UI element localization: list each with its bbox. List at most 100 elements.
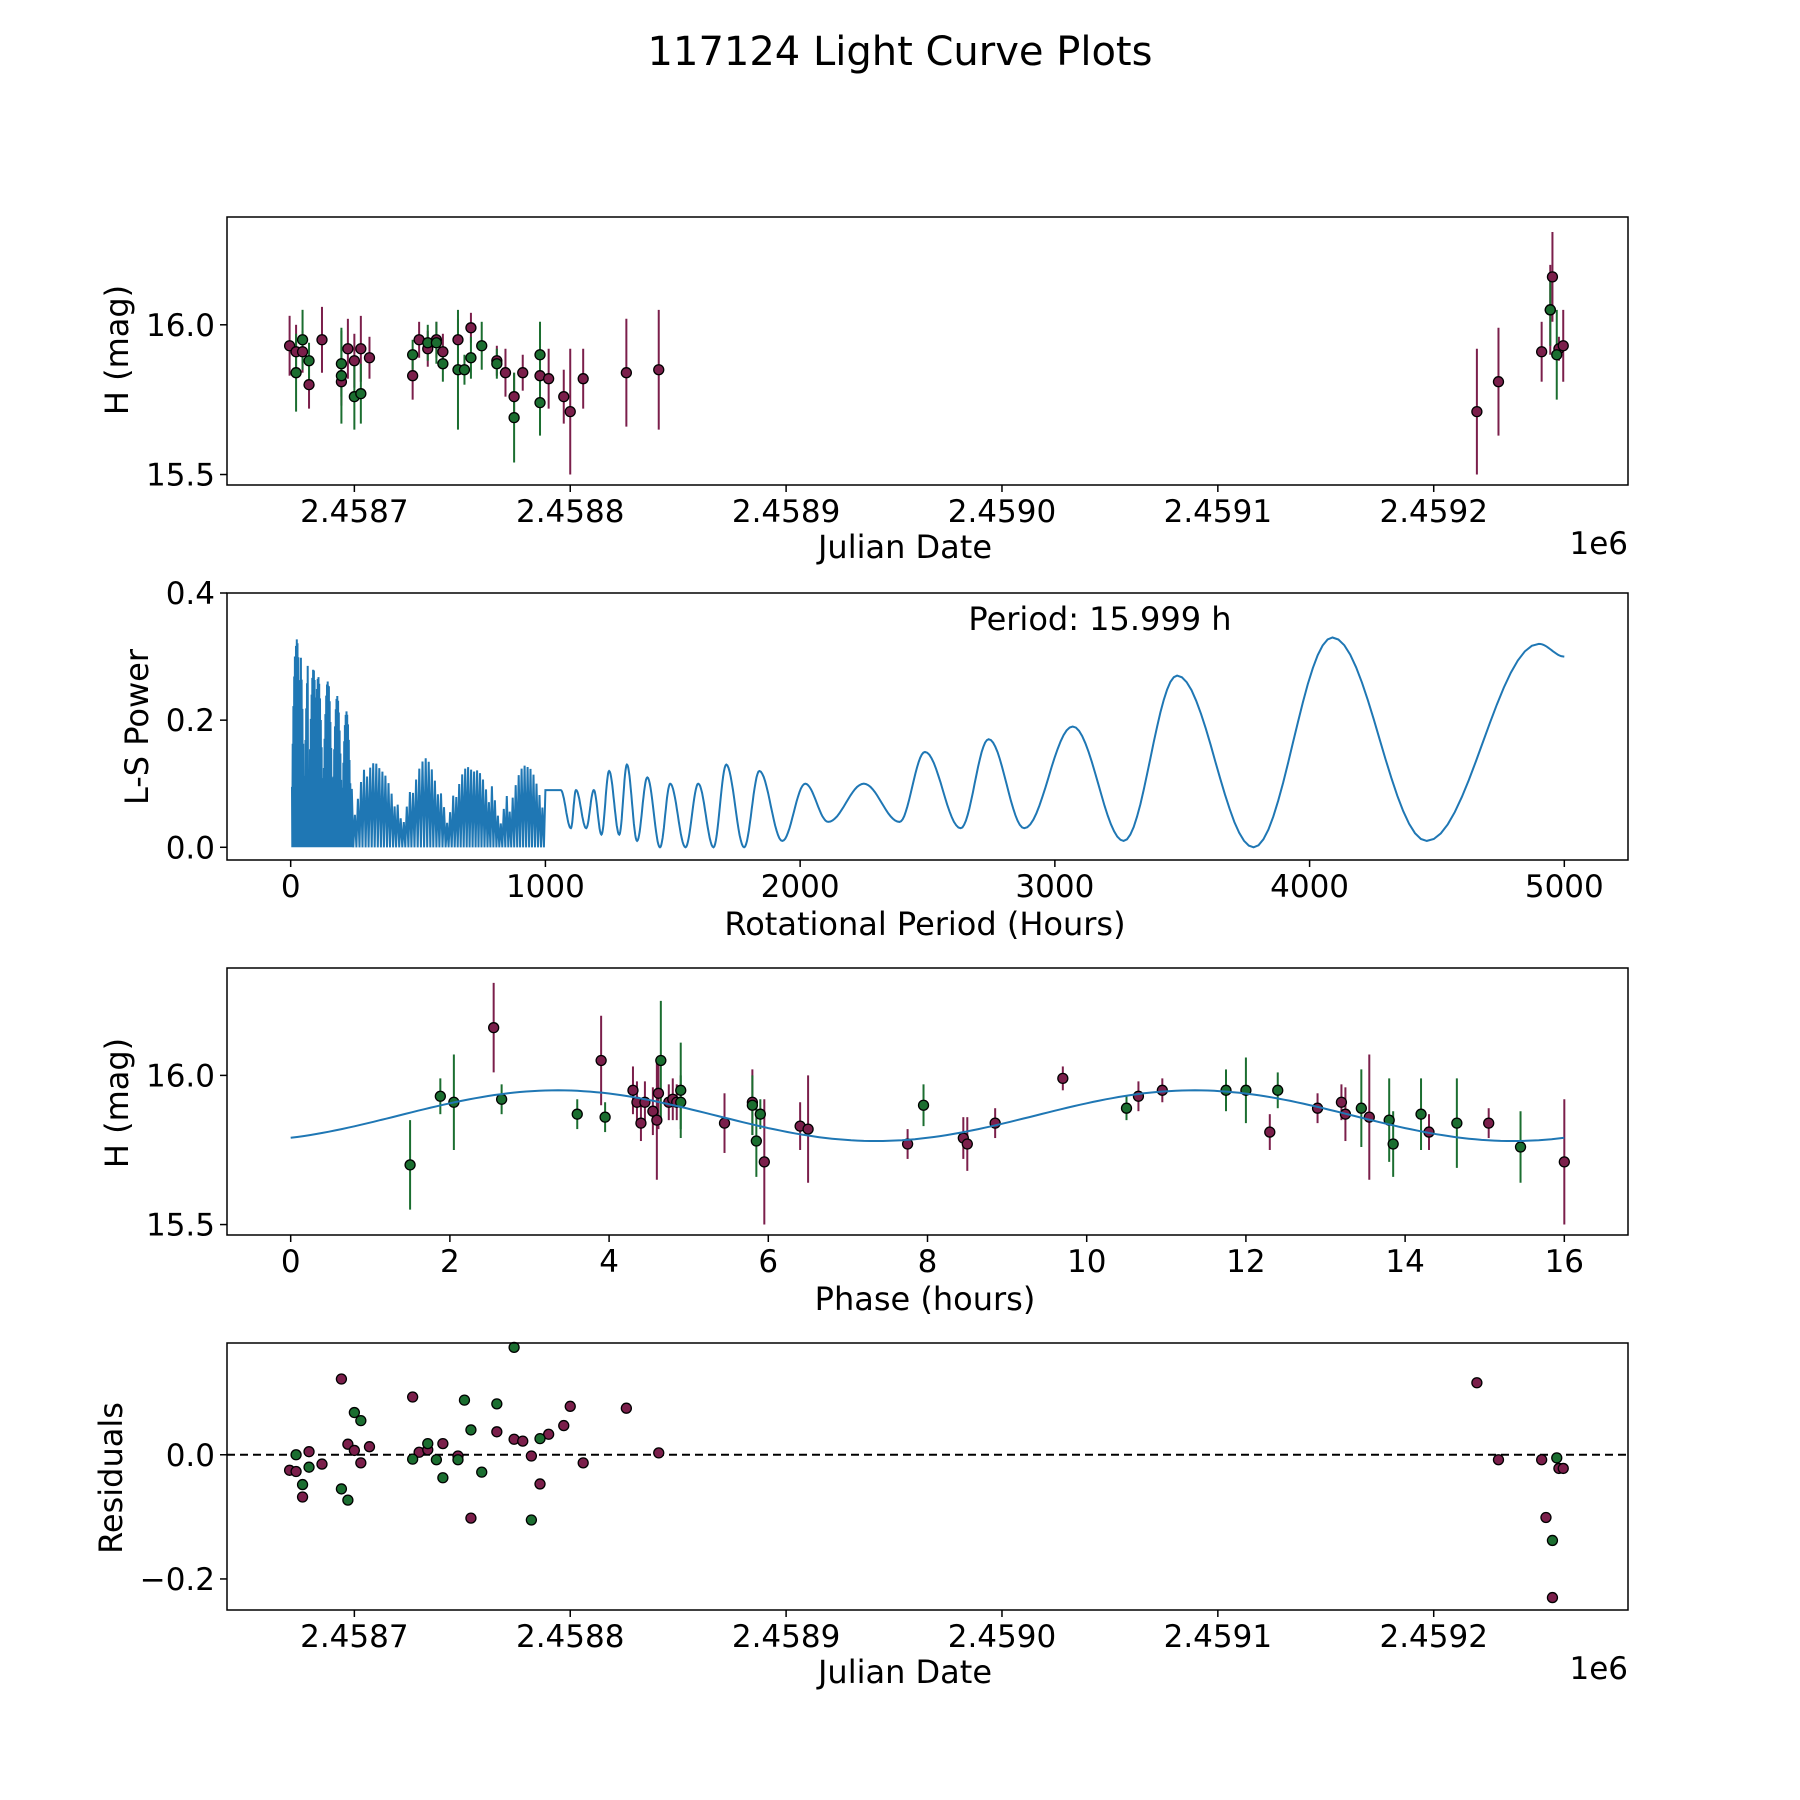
data-point	[558, 391, 570, 403]
data-point	[1492, 1454, 1505, 1466]
data-point	[534, 1432, 546, 1445]
data-point	[303, 1461, 315, 1473]
data-point	[335, 1373, 348, 1385]
data-point	[653, 364, 665, 376]
data-point	[437, 1437, 449, 1450]
x-tick-label: 4000	[1270, 869, 1349, 905]
data-point	[595, 1054, 607, 1067]
data-point	[1514, 1141, 1527, 1153]
x-axis-label: Rotational Period (Hours)	[724, 905, 1125, 943]
data-point	[355, 1414, 367, 1427]
y-tick-label: 16.0	[146, 1058, 215, 1094]
data-point	[1483, 1117, 1495, 1129]
data-point	[652, 1087, 665, 1099]
data-point	[525, 1450, 538, 1462]
data-point	[296, 1478, 309, 1491]
data-point	[363, 352, 376, 364]
data-point	[335, 370, 348, 382]
data-point	[746, 1099, 759, 1111]
x-tick-label: 2.4589	[732, 1619, 840, 1655]
data-point	[542, 373, 555, 385]
x-tick-label: 10	[1067, 1244, 1106, 1280]
x-axis-label: Julian Date	[816, 1653, 992, 1691]
data-point	[452, 334, 464, 346]
data-point	[542, 1428, 555, 1440]
x-offset-label: 1e6	[1569, 526, 1628, 562]
x-tick-label: 2.4590	[948, 494, 1056, 530]
figure-title: 117124 Light Curve Plots	[648, 29, 1153, 75]
data-point	[458, 1394, 471, 1406]
y-axis-label: H (mag)	[98, 285, 136, 415]
data-point	[316, 334, 328, 346]
data-point	[1335, 1096, 1348, 1108]
x-tick-label: 12	[1226, 1244, 1265, 1280]
data-point	[342, 1494, 354, 1506]
data-point	[577, 373, 589, 385]
data-point	[476, 340, 488, 352]
x-offset-label: 1e6	[1569, 1651, 1628, 1687]
data-point	[290, 1449, 302, 1461]
data-point	[316, 1458, 328, 1470]
data-point	[491, 1426, 503, 1438]
data-point	[437, 358, 449, 370]
data-point	[1451, 1117, 1463, 1129]
data-point	[564, 405, 576, 418]
x-tick-label: 2.4587	[300, 494, 408, 530]
data-point	[1546, 271, 1559, 283]
axes-frame	[226, 592, 1629, 861]
data-point	[348, 355, 361, 367]
x-tick-label: 16	[1545, 1244, 1584, 1280]
data-point	[534, 349, 546, 361]
data-point	[758, 1156, 770, 1168]
data-point	[558, 1419, 570, 1432]
x-tick-label: 3000	[1015, 869, 1094, 905]
x-tick-label: 1000	[506, 869, 585, 905]
x-tick-label: 2	[440, 1244, 460, 1280]
data-point	[1120, 1102, 1133, 1114]
data-point	[1546, 1591, 1559, 1604]
data-point	[296, 346, 309, 358]
data-point	[437, 1472, 449, 1484]
x-tick-label: 14	[1385, 1244, 1424, 1280]
data-point	[335, 1483, 348, 1495]
data-point	[1557, 1462, 1569, 1475]
data-point	[517, 1435, 529, 1447]
x-tick-label: 0	[281, 1244, 301, 1280]
data-point	[961, 1138, 973, 1150]
data-point	[675, 1084, 687, 1096]
data-point	[620, 1402, 633, 1414]
data-point	[754, 1108, 766, 1120]
data-point	[627, 1084, 639, 1096]
data-point	[508, 1341, 520, 1353]
data-point	[1272, 1084, 1284, 1096]
periodogram-line	[291, 636, 1565, 849]
data-point	[437, 346, 449, 358]
data-point	[1057, 1072, 1069, 1085]
y-tick-label: 0.4	[166, 576, 215, 612]
data-point	[465, 1424, 477, 1436]
data-point	[577, 1457, 589, 1469]
data-point	[465, 352, 477, 364]
axes-frame	[226, 216, 1629, 486]
data-point	[1551, 1452, 1563, 1464]
data-point	[1540, 1511, 1552, 1524]
data-point	[434, 1090, 446, 1102]
data-point	[465, 322, 477, 334]
x-tick-label: 2.4588	[516, 1619, 624, 1655]
plot-area	[227, 1341, 1628, 1604]
x-tick-label: 2.4590	[948, 1619, 1056, 1655]
data-point	[651, 1114, 663, 1126]
data-point	[296, 334, 309, 346]
data-point	[348, 1444, 361, 1457]
data-point	[1264, 1126, 1276, 1138]
x-tick-label: 2.4592	[1379, 1619, 1487, 1655]
data-point	[1544, 304, 1556, 316]
data-point	[1557, 340, 1569, 352]
data-point	[348, 1406, 361, 1419]
axes-frame	[226, 1342, 1629, 1611]
data-point	[476, 1466, 488, 1478]
plot-area	[291, 636, 1565, 849]
y-tick-label: 0.2	[166, 703, 215, 739]
data-point	[296, 1491, 309, 1503]
light-curve-panel: Julian Date H (mag) 1e6 2.4587 2.4588 2.45…	[98, 216, 1629, 566]
